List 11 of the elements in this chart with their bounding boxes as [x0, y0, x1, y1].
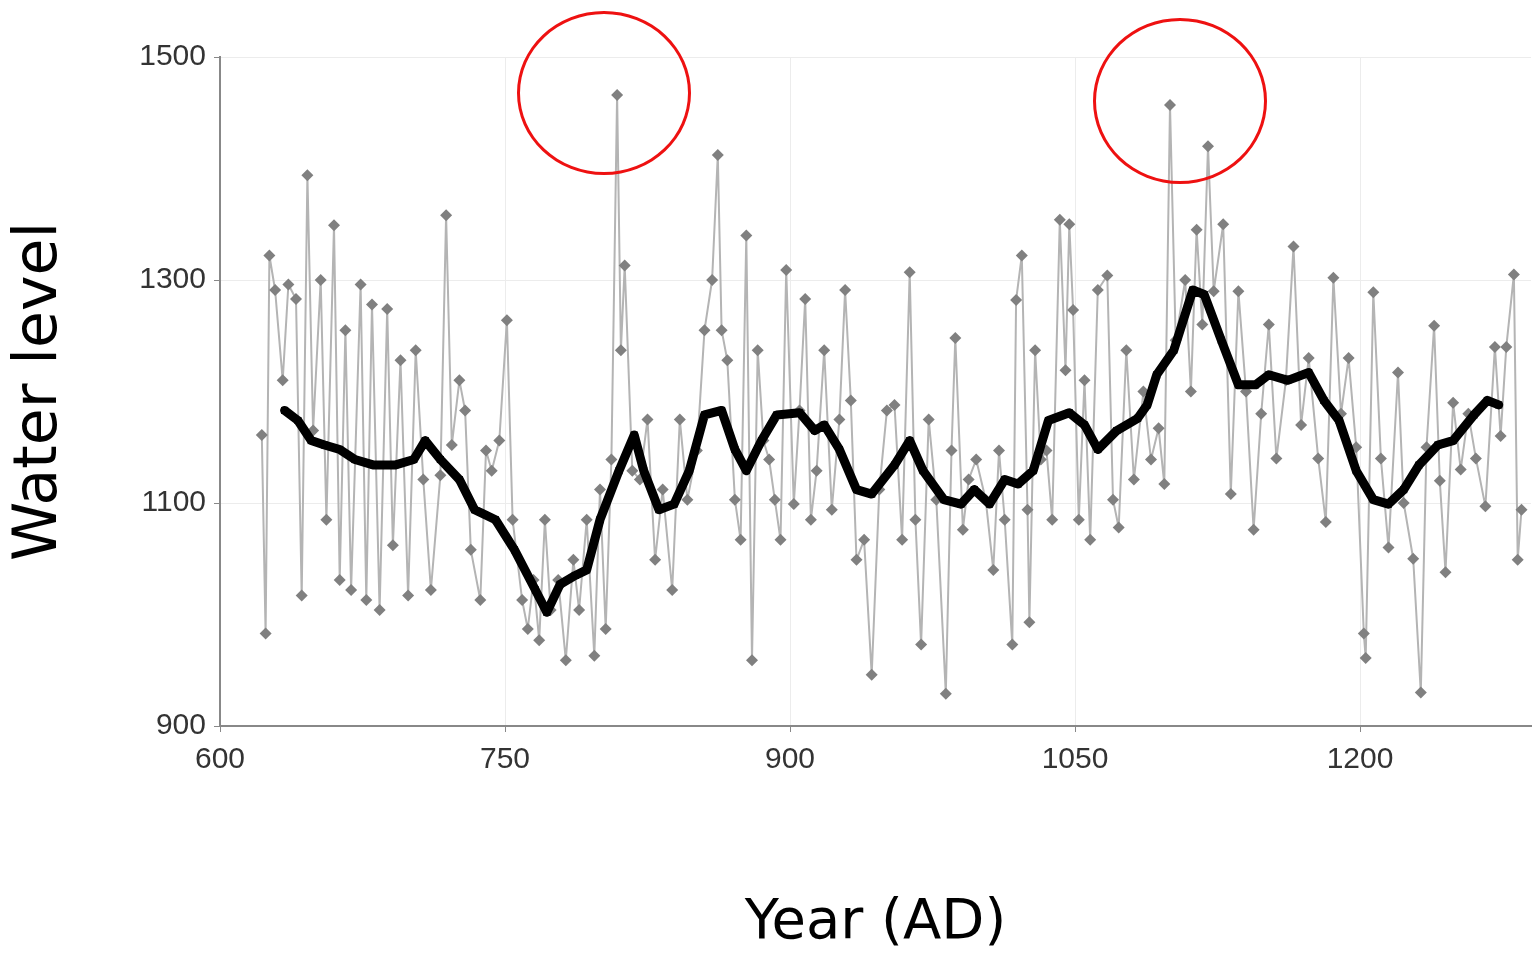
y-tick-label: 1100: [141, 484, 206, 518]
x-axis-title: Year (AD): [743, 885, 1007, 951]
y-tick-label: 900: [155, 707, 206, 741]
x-tick-label: 900: [764, 741, 816, 775]
x-tick-label: 600: [194, 741, 246, 775]
y-tick-label: 1300: [139, 261, 206, 295]
y-tick-label: 1500: [139, 38, 206, 72]
y-axis-title: Water level: [0, 221, 70, 562]
x-tick-label: 1050: [1041, 741, 1109, 775]
x-tick-label: 750: [479, 741, 531, 775]
x-tick-label: 1200: [1326, 741, 1394, 775]
